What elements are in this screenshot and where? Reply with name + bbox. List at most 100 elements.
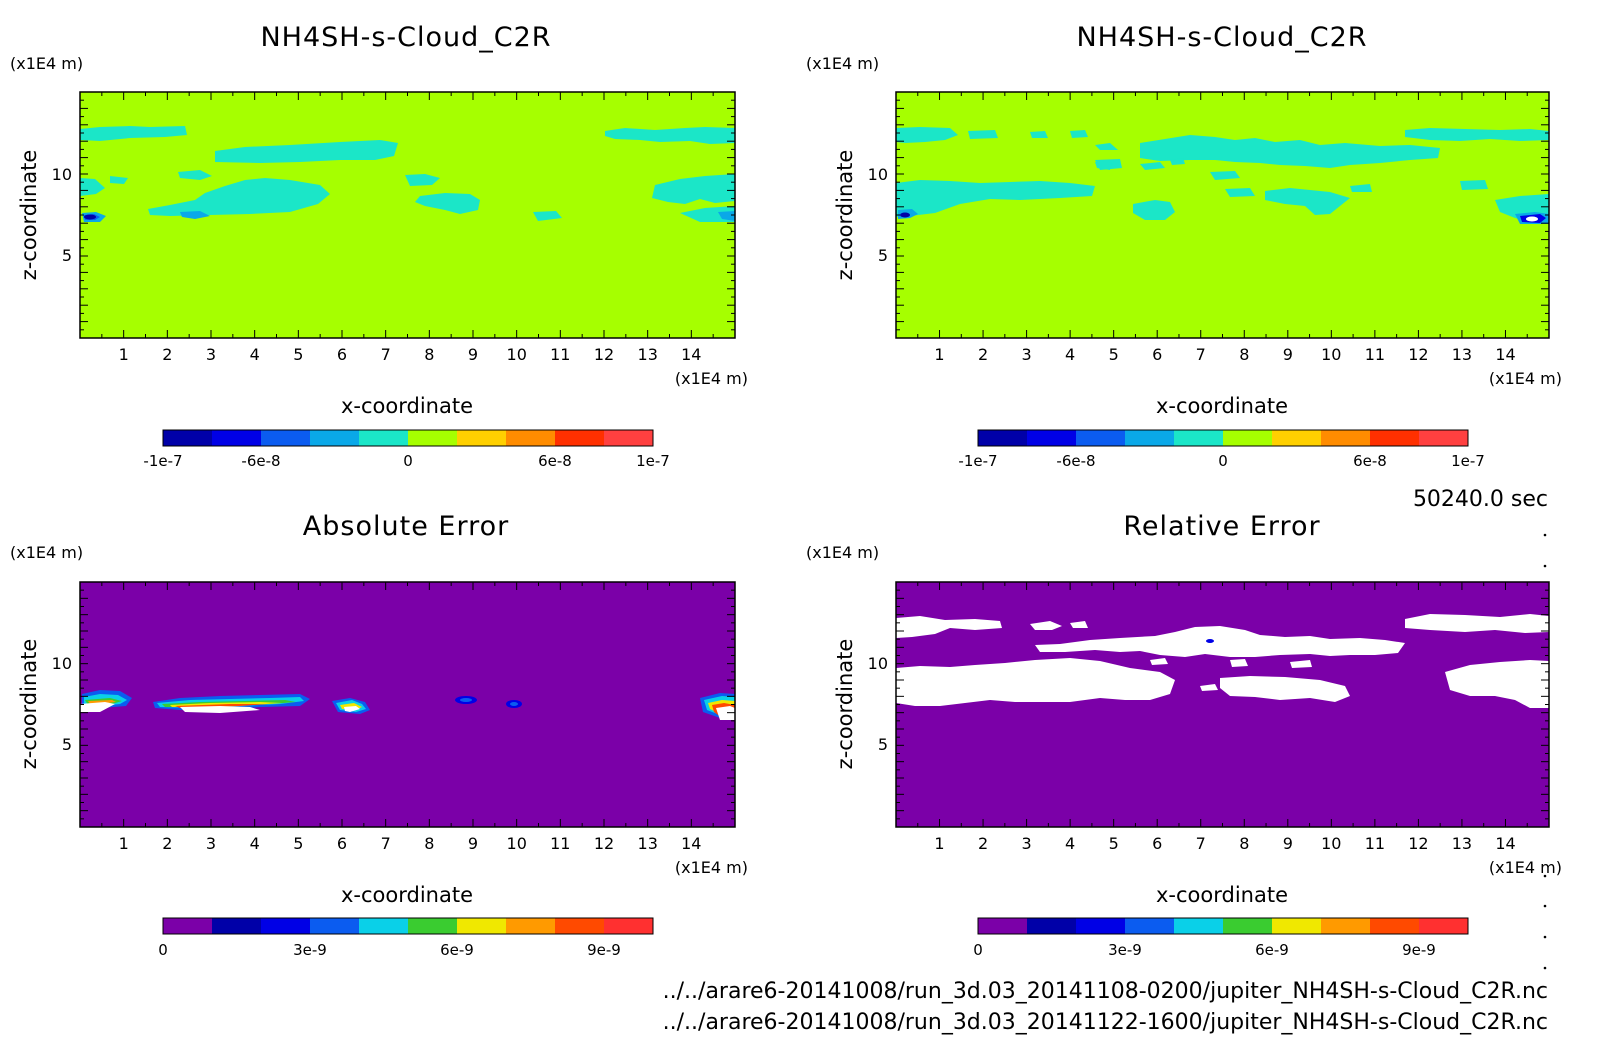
x-tick-label: 10 [1321, 345, 1341, 364]
colorbar-tick-label: 6e-8 [538, 452, 572, 470]
x-tick-label: 11 [1365, 834, 1385, 853]
cloud-region [1140, 162, 1165, 170]
x-tick-label: 6 [337, 345, 347, 364]
colorbar-swatch [1321, 430, 1371, 446]
x-tick-label: 4 [1065, 345, 1075, 364]
colorbar-swatch [1174, 918, 1224, 934]
x-unit-label: (x1E4 m) [1489, 369, 1562, 388]
file-path-1: ../../arare6-20141008/run_3d.03_20141108… [663, 979, 1548, 1004]
colorbar-swatch [163, 918, 213, 934]
colorbar-tick-label: 1e-7 [1451, 452, 1485, 470]
x-tick-label: 5 [1109, 834, 1119, 853]
undefined-regions [896, 614, 1549, 708]
colorbar-frame [162, 917, 654, 935]
cloud-region [1133, 200, 1175, 220]
colorbar-tick-label: 6e-8 [1353, 452, 1387, 470]
colorbar-swatch [1370, 918, 1420, 934]
cloud-region [1170, 158, 1185, 165]
cloud-region [405, 174, 440, 186]
x-tick-label: 14 [1495, 834, 1515, 853]
x-tick-label: 7 [1196, 345, 1206, 364]
cloud-region [1460, 180, 1488, 190]
colorbar-swatch [506, 918, 556, 934]
plot-area [79, 581, 736, 828]
colorbar-swatch [408, 918, 458, 934]
colorbar-swatch [1027, 918, 1077, 934]
colorbar-frame [977, 917, 1469, 935]
x-tick-label: 10 [1321, 834, 1341, 853]
colorbar-frame [162, 429, 654, 447]
colorbar-tick-label: 9e-9 [1402, 941, 1436, 959]
x-unit-label: (x1E4 m) [1489, 858, 1562, 877]
colorbar-swatch [1419, 918, 1469, 934]
cloud-region [80, 178, 105, 196]
x-tick-label: 3 [1022, 834, 1032, 853]
y-tick-labels: 5 10 [52, 654, 72, 754]
x-tick-label: 5 [293, 834, 303, 853]
cloud-region [968, 130, 998, 139]
x-tick-label: 8 [424, 834, 434, 853]
colorbar-swatch [212, 918, 262, 934]
x-axis-label: x-coordinate [1156, 883, 1288, 907]
colorbar-swatch [978, 430, 1028, 446]
colorbar-swatch [212, 430, 262, 446]
x-tick-label: 6 [1152, 834, 1162, 853]
cloud-region [415, 193, 480, 214]
colorbar-tick-label: -1e-7 [143, 452, 182, 470]
cloud-region [680, 206, 735, 222]
colorbar-tick-label: 0 [403, 452, 413, 470]
colorbar-tick-label: 9e-9 [587, 941, 621, 959]
cloud-regions [896, 127, 1549, 222]
x-tick-label: 3 [1022, 345, 1032, 364]
y-tick-label: 10 [52, 654, 72, 673]
y-tick-labels: 5 10 [52, 165, 72, 265]
colorbar-tick-label: 6e-9 [1255, 941, 1289, 959]
y-tick-labels: 5 10 [868, 654, 888, 754]
panel-bottom-right: Relative Error (x1E4 m) 1 [806, 511, 1562, 959]
panel-bottom-left: Absolute Error (x1E4 m) [10, 511, 748, 959]
colorbar: 0 3e-9 6e-9 9e-9 [973, 917, 1469, 959]
y-axis-label: z-coordinate [833, 639, 857, 770]
x-tick-label: 12 [1408, 834, 1428, 853]
plot-area [895, 581, 1550, 828]
colorbar-tick-label: -6e-8 [1056, 452, 1095, 470]
y-tick-label: 5 [878, 246, 888, 265]
x-unit-label: (x1E4 m) [675, 369, 748, 388]
colorbar-swatch [1076, 918, 1126, 934]
colorbar: 0 3e-9 6e-9 9e-9 [158, 917, 654, 959]
cloud-region [1070, 130, 1088, 138]
colorbar-tick-label: -1e-7 [958, 452, 997, 470]
file-path-2: ../../arare6-20141008/run_3d.03_20141122… [663, 1010, 1548, 1035]
cloud-minimum [898, 209, 1549, 224]
cloud-region [1265, 188, 1350, 215]
x-tick-label: 5 [293, 345, 303, 364]
edge-dots [1543, 533, 1547, 970]
x-unit-label: (x1E4 m) [675, 858, 748, 877]
cloud-region [178, 170, 212, 180]
y-tick-label: 10 [868, 165, 888, 184]
x-tick-label: 12 [594, 345, 614, 364]
colorbar-tick-label: 0 [973, 941, 983, 959]
colorbar-swatch [604, 430, 654, 446]
y-tick-label: 5 [62, 735, 72, 754]
colorbar-swatch [408, 430, 458, 446]
x-tick-label: 7 [381, 834, 391, 853]
error-bands [80, 690, 735, 720]
colorbar-swatch [310, 430, 360, 446]
colorbar-swatch [1272, 918, 1322, 934]
x-tick-labels: 1 2 3 4 5 6 7 8 9 10 11 12 13 14 [934, 834, 1515, 853]
colorbar-tick-label: -6e-8 [241, 452, 280, 470]
x-tick-labels: 1 2 3 4 5 6 7 8 9 10 11 12 13 14 [119, 834, 702, 853]
cloud-region [1405, 128, 1549, 141]
x-tick-label: 4 [250, 834, 260, 853]
x-tick-label: 10 [507, 834, 527, 853]
x-tick-label: 9 [1283, 834, 1293, 853]
panel-top-right: NH4SH-s-Cloud_C2R (x1E4 m) [806, 22, 1562, 470]
colorbar-swatch [506, 430, 556, 446]
x-tick-label: 6 [337, 834, 347, 853]
colorbar-swatch [1321, 918, 1371, 934]
cloud-region [605, 127, 735, 144]
colorbar-swatch [1125, 918, 1175, 934]
x-axis-label: x-coordinate [1156, 394, 1288, 418]
x-tick-label: 1 [934, 834, 944, 853]
